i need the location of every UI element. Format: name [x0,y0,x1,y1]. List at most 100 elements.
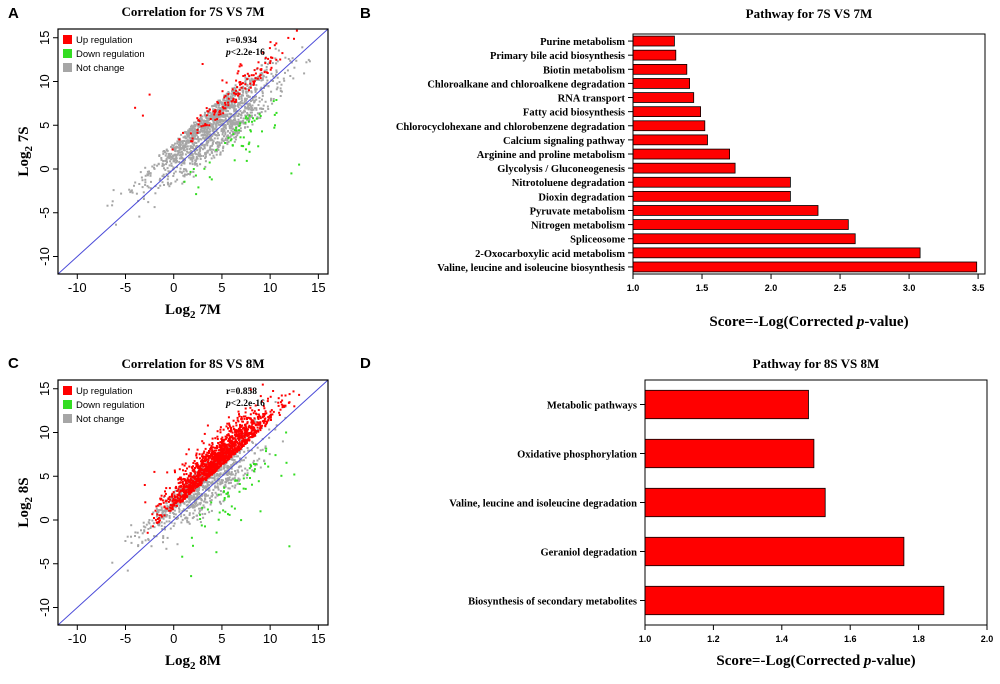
point-up-regulation [234,429,237,432]
correlation-r: r=0.858 [226,387,257,397]
point-up-regulation [189,132,192,135]
point-not-change [144,183,147,186]
point-not-change [226,98,229,101]
point-not-change [130,535,132,538]
point-not-change [147,528,150,530]
point-up-regulation [199,469,202,472]
point-up-regulation [244,439,247,442]
point-up-regulation [261,424,264,427]
point-up-regulation [202,455,205,458]
point-not-change [218,141,220,144]
point-down-regulation [234,479,237,482]
point-not-change [162,173,165,176]
point-up-regulation [196,131,199,134]
point-up-regulation [232,419,235,422]
point-up-regulation [223,438,226,441]
point-not-change [246,472,249,475]
point-not-change [217,488,220,491]
point-not-change [233,94,236,97]
point-not-change [225,480,228,482]
point-not-change [220,493,222,496]
point-not-change [184,137,187,140]
point-not-change [150,525,153,528]
point-not-change [257,117,260,120]
point-up-regulation [207,110,210,113]
point-up-regulation [264,410,267,413]
point-not-change [251,104,254,107]
point-not-change [232,115,235,118]
point-up-regulation [188,488,191,491]
point-not-change [204,133,207,136]
point-not-change [174,148,177,151]
point-not-change [167,155,170,158]
point-up-regulation [240,436,243,439]
point-not-change [237,106,240,109]
point-up-regulation [254,404,257,407]
point-up-regulation [287,36,290,39]
point-up-regulation [223,446,226,449]
point-down-regulation [248,141,251,144]
point-not-change [194,135,197,138]
point-not-change [191,160,194,163]
point-not-change [244,472,247,475]
point-up-regulation [205,459,208,462]
point-not-change [228,487,231,490]
point-down-regulation [181,555,184,558]
point-down-regulation [252,117,254,120]
point-up-regulation [183,484,186,487]
point-not-change [156,512,159,515]
point-not-change [201,483,204,486]
point-not-change [171,156,174,159]
point-up-regulation [170,507,173,510]
point-up-regulation [258,421,260,424]
point-not-change [190,145,193,148]
point-up-regulation [272,390,275,392]
point-up-regulation [197,477,200,479]
point-up-regulation [205,476,208,479]
point-up-regulation [193,476,196,479]
point-up-regulation [192,465,194,468]
point-up-regulation [246,432,248,435]
point-up-regulation [195,482,198,485]
point-not-change [192,512,195,515]
point-not-change [222,145,225,148]
point-down-regulation [233,507,236,510]
point-up-regulation [210,458,213,460]
point-not-change [171,144,174,147]
point-not-change [165,152,168,155]
point-not-change [183,140,186,143]
point-not-change [248,116,251,119]
point-not-change [185,132,188,135]
point-up-regulation [201,455,203,458]
point-up-regulation [204,479,207,482]
point-not-change [217,486,220,489]
point-not-change [224,119,227,122]
point-not-change [211,111,214,114]
point-not-change [261,98,263,101]
point-up-regulation [239,425,242,427]
point-not-change [224,483,227,486]
point-not-change [226,115,229,118]
point-up-regulation [200,125,203,128]
point-not-change [194,150,196,153]
point-down-regulation [229,139,232,142]
point-up-regulation [227,455,230,458]
point-not-change [158,509,161,511]
point-not-change [184,159,186,161]
scatter-points [106,29,311,226]
point-up-regulation [194,462,197,465]
point-not-change [239,102,241,104]
point-not-change [189,145,192,148]
point-not-change [220,479,223,481]
point-not-change [208,128,211,131]
point-not-change [155,507,158,510]
point-not-change [166,178,169,181]
p-value: p<2.2e-16 [225,48,265,58]
point-up-regulation [252,74,255,77]
point-up-regulation [269,414,272,417]
point-not-change [162,152,165,155]
point-up-regulation [157,521,160,524]
point-up-regulation [214,446,217,449]
point-not-change [239,86,242,89]
point-not-change [214,485,217,488]
